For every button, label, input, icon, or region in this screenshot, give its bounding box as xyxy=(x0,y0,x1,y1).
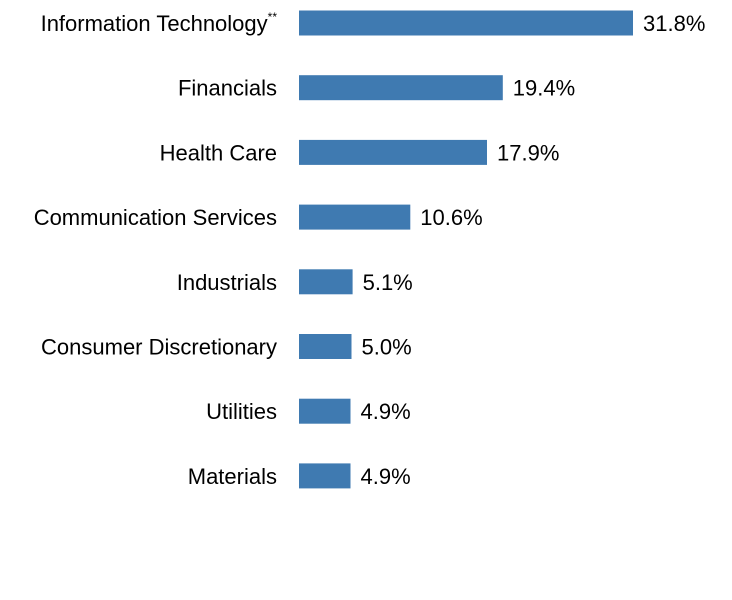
category-label-4: Industrials xyxy=(177,270,277,295)
bar-6 xyxy=(299,398,351,424)
category-label-3: Communication Services xyxy=(34,205,277,230)
value-label-2: 17.9% xyxy=(497,140,559,165)
bar-3 xyxy=(299,204,411,230)
category-label-0: Information Technology** xyxy=(41,10,278,36)
category-name: Information Technology xyxy=(41,11,268,36)
category-name: Financials xyxy=(178,76,277,101)
bars-group: Information Technology** 31.8% Financials 1… xyxy=(34,10,706,489)
category-name: Industrials xyxy=(177,270,277,295)
category-label-6: Utilities xyxy=(206,399,277,424)
value-label-5: 5.0% xyxy=(362,335,412,360)
bar-5 xyxy=(299,334,352,359)
bar-2 xyxy=(299,139,487,165)
value-label-1: 19.4% xyxy=(513,76,575,101)
value-label-4: 5.1% xyxy=(363,270,413,295)
category-label-2: Health Care xyxy=(160,140,277,165)
category-label-5: Consumer Discretionary xyxy=(41,335,277,360)
bar-7 xyxy=(299,463,351,489)
value-label-3: 10.6% xyxy=(420,205,482,230)
category-label-1: Financials xyxy=(178,76,277,101)
category-name: Materials xyxy=(188,464,277,489)
category-name: Health Care xyxy=(160,140,277,165)
value-label-6: 4.9% xyxy=(361,399,411,424)
category-name: Consumer Discretionary xyxy=(41,335,277,360)
bar-1 xyxy=(299,75,503,101)
value-label-7: 4.9% xyxy=(361,464,411,489)
bar-4 xyxy=(299,269,353,295)
category-name: Utilities xyxy=(206,399,277,424)
bar-0 xyxy=(299,10,633,36)
value-label-0: 31.8% xyxy=(643,11,705,36)
footnote-marker: ** xyxy=(268,10,278,24)
category-name: Communication Services xyxy=(34,205,277,230)
category-label-7: Materials xyxy=(188,464,277,489)
